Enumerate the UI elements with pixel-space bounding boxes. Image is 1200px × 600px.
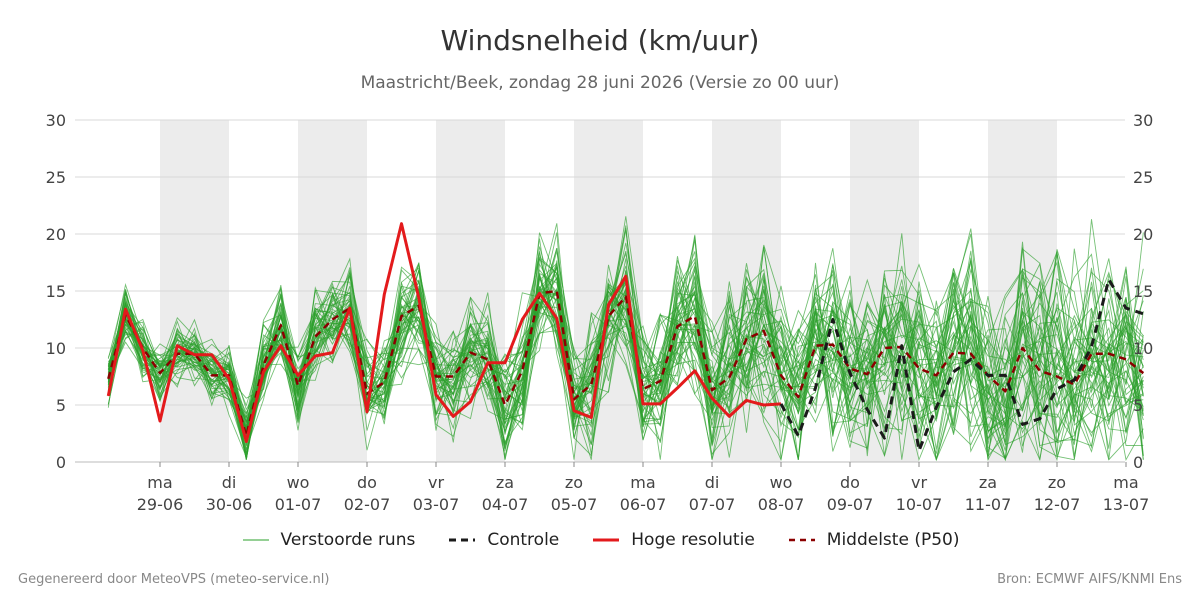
x-tick-date-11: 10-07 <box>896 495 943 514</box>
x-tick-day-1: di <box>222 473 237 492</box>
legend-swatch-control-icon <box>449 538 476 542</box>
y-tick-right-30: 30 <box>1133 111 1153 130</box>
ensemble-run-42 <box>107 228 1144 460</box>
x-tick-date-5: 04-07 <box>482 495 529 514</box>
legend-label-ensemble: Verstoorde runs <box>280 530 416 550</box>
ensemble-run-27 <box>107 286 1144 443</box>
series-line-median <box>107 289 1145 438</box>
y-tick-right-5: 5 <box>1133 396 1143 415</box>
x-tick-day-11: vr <box>911 473 927 492</box>
x-tick-day-5: za <box>496 473 514 492</box>
legend-item-median[interactable]: Middelste (P50) <box>787 530 960 550</box>
x-tick-day-4: vr <box>428 473 444 492</box>
x-tick-date-8: 07-07 <box>689 495 736 514</box>
ensemble-run-34 <box>107 229 1144 458</box>
legend-item-hires[interactable]: Hoge resolutie <box>591 530 755 550</box>
ensemble-run-39 <box>107 262 1144 462</box>
y-tick-left-5: 5 <box>56 396 66 415</box>
y-tick-left-25: 25 <box>46 168 66 187</box>
x-tick-date-0: 29-06 <box>137 495 184 514</box>
x-tick-date-3: 02-07 <box>344 495 391 514</box>
legend-swatch-ensemble-icon <box>242 539 269 541</box>
x-tick-date-14: 13-07 <box>1103 495 1150 514</box>
x-tick-date-6: 05-07 <box>551 495 598 514</box>
legend-label-hires: Hoge resolutie <box>631 530 755 550</box>
x-tick-date-13: 12-07 <box>1034 495 1081 514</box>
legend-item-control[interactable]: Controle <box>447 530 559 550</box>
ensemble-run-48 <box>107 257 1144 449</box>
chart-title: Windsnelheid (km/uur) <box>440 24 760 57</box>
x-tick-date-1: 30-06 <box>206 495 253 514</box>
x-tick-date-12: 11-07 <box>965 495 1012 514</box>
x-tick-day-8: di <box>705 473 720 492</box>
x-tick-day-14: ma <box>1113 473 1138 492</box>
x-tick-day-0: ma <box>147 473 172 492</box>
y-tick-left-15: 15 <box>46 282 66 301</box>
x-tick-date-9: 08-07 <box>758 495 805 514</box>
legend: Verstoorde runs Controle Hoge resolutie … <box>0 530 1200 550</box>
y-tick-left-0: 0 <box>56 453 66 472</box>
y-tick-right-25: 25 <box>1133 168 1153 187</box>
ensemble-run-29 <box>107 264 1144 461</box>
chart-subtitle: Maastricht/Beek, zondag 28 juni 2026 (Ve… <box>360 73 840 93</box>
x-tick-date-7: 06-07 <box>620 495 667 514</box>
x-axis-ticks: ma 29-06 di 30-06 wo 01-07 do 02-07 vr 03-07 za 04-… <box>137 462 1150 514</box>
y-tick-left-30: 30 <box>46 111 66 130</box>
x-tick-day-6: zo <box>565 473 583 492</box>
x-tick-date-2: 01-07 <box>275 495 322 514</box>
legend-swatch-median-icon <box>788 538 815 542</box>
ensemble-run-12 <box>107 242 1144 460</box>
x-tick-day-10: do <box>840 473 860 492</box>
y-tick-right-0: 0 <box>1133 453 1143 472</box>
main-series <box>106 222 1145 453</box>
legend-swatch-hires-icon <box>593 538 620 542</box>
y-tick-right-20: 20 <box>1133 225 1153 244</box>
footer-source: Bron: ECMWF AIFS/KNMI Ens <box>997 572 1182 587</box>
series-line-control <box>779 278 1144 453</box>
x-tick-day-9: wo <box>770 473 793 492</box>
wind-speed-chart: 0 0 5 5 10 10 15 15 20 20 25 25 30 30 ma 29-06 di 30-06 w… <box>46 111 1154 514</box>
legend-label-control: Controle <box>487 530 560 550</box>
legend-item-ensemble[interactable]: Verstoorde runs <box>241 530 416 550</box>
x-tick-day-12: za <box>979 473 997 492</box>
ensemble-run-49 <box>107 264 1144 460</box>
x-tick-date-10: 09-07 <box>827 495 874 514</box>
y-axis-ticks: 0 0 5 5 10 10 15 15 20 20 25 25 30 30 <box>46 111 1154 472</box>
x-tick-day-13: zo <box>1048 473 1066 492</box>
x-tick-day-3: do <box>357 473 377 492</box>
x-tick-date-4: 03-07 <box>413 495 460 514</box>
y-tick-left-10: 10 <box>46 339 66 358</box>
x-tick-day-7: ma <box>630 473 655 492</box>
y-tick-left-20: 20 <box>46 225 66 244</box>
y-tick-right-15: 15 <box>1133 282 1153 301</box>
x-tick-day-2: wo <box>287 473 310 492</box>
footer-generator: Gegenereerd door MeteoVPS (meteo-service… <box>18 572 330 587</box>
legend-label-median: Middelste (P50) <box>826 530 960 550</box>
y-tick-right-10: 10 <box>1133 339 1153 358</box>
series-line-hires <box>106 222 782 443</box>
